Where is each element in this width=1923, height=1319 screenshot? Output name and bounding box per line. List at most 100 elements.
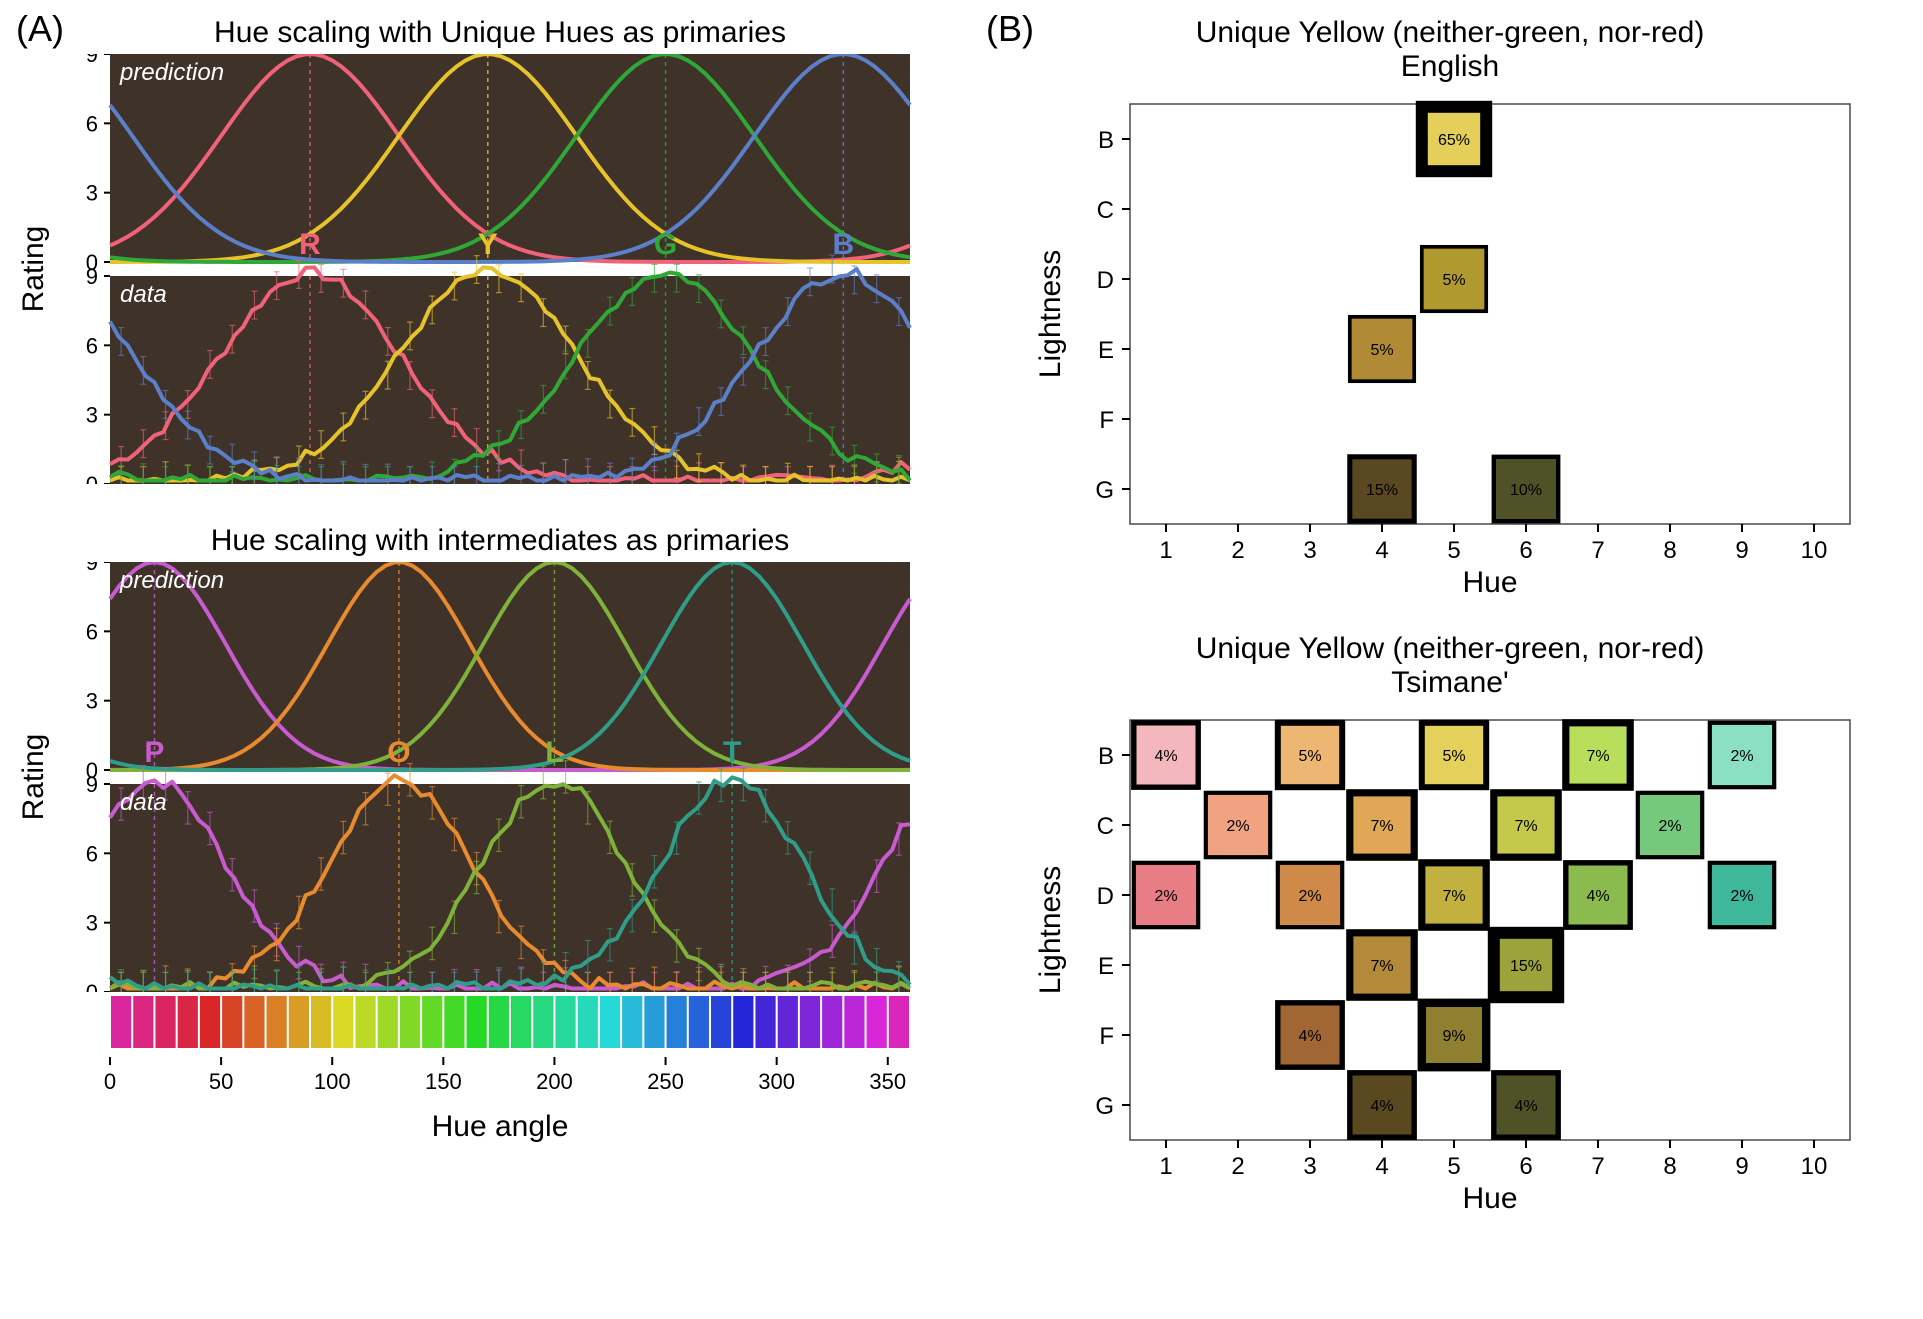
svg-text:3: 3: [86, 689, 98, 714]
grid-title-english-2: English: [1010, 50, 1890, 84]
svg-text:5%: 5%: [1442, 272, 1465, 289]
svg-text:2%: 2%: [1226, 818, 1249, 835]
svg-text:0: 0: [86, 980, 98, 992]
svg-text:5: 5: [1447, 537, 1460, 564]
svg-text:9: 9: [86, 264, 98, 289]
svg-text:F: F: [1099, 407, 1114, 434]
svg-text:2%: 2%: [1658, 818, 1681, 835]
svg-text:B: B: [832, 228, 854, 261]
svg-text:data: data: [120, 789, 167, 816]
x-axis-hue-angle: 050100150200250300350: [40, 1057, 920, 1107]
svg-text:2%: 2%: [1730, 748, 1753, 765]
svg-text:E: E: [1098, 337, 1114, 364]
svg-text:Hue: Hue: [1462, 1182, 1517, 1215]
svg-text:2: 2: [1231, 537, 1244, 564]
svg-text:2%: 2%: [1730, 888, 1753, 905]
svg-text:2%: 2%: [1298, 888, 1321, 905]
svg-text:R: R: [299, 228, 321, 261]
svg-text:3: 3: [86, 403, 98, 428]
svg-text:9: 9: [1735, 537, 1748, 564]
hue-strip: [40, 992, 920, 1052]
svg-text:15%: 15%: [1510, 958, 1542, 975]
svg-text:7%: 7%: [1370, 818, 1393, 835]
svg-text:65%: 65%: [1438, 132, 1470, 149]
grid-english: BCDEFG12345678910LightnessHue65%5%5%15%1…: [1030, 94, 1870, 604]
svg-text:300: 300: [758, 1069, 795, 1094]
svg-text:prediction: prediction: [119, 59, 224, 86]
grid-title-tsimane-2: Tsimane': [1010, 666, 1890, 700]
svg-text:P: P: [144, 736, 164, 769]
svg-text:4%: 4%: [1370, 1098, 1393, 1115]
svg-text:5: 5: [1447, 1153, 1460, 1180]
title-unique-hues: Hue scaling with Unique Hues as primarie…: [40, 16, 960, 50]
svg-text:5%: 5%: [1370, 342, 1393, 359]
svg-text:Y: Y: [478, 228, 498, 261]
panel-a: Hue scaling with Unique Hues as primarie…: [40, 10, 960, 1144]
svg-text:8: 8: [1663, 537, 1676, 564]
svg-text:2: 2: [1231, 1153, 1244, 1180]
svg-text:10: 10: [1801, 537, 1828, 564]
svg-text:prediction: prediction: [119, 567, 224, 594]
svg-text:D: D: [1097, 883, 1114, 910]
svg-text:50: 50: [209, 1069, 233, 1094]
grid-title-english-1: Unique Yellow (neither-green, nor-red): [1010, 16, 1890, 50]
svg-text:C: C: [1097, 197, 1114, 224]
svg-text:F: F: [1099, 1023, 1114, 1050]
svg-text:10%: 10%: [1510, 482, 1542, 499]
svg-text:G: G: [1095, 1093, 1114, 1120]
svg-text:D: D: [1097, 267, 1114, 294]
svg-text:1: 1: [1159, 537, 1172, 564]
svg-text:6: 6: [86, 111, 98, 136]
panel-b: Unique Yellow (neither-green, nor-red) E…: [1010, 10, 1890, 1248]
svg-text:350: 350: [869, 1069, 906, 1094]
svg-text:9: 9: [86, 562, 98, 575]
svg-text:10: 10: [1801, 1153, 1828, 1180]
svg-text:data: data: [120, 281, 167, 308]
svg-text:4%: 4%: [1514, 1098, 1537, 1115]
svg-text:6: 6: [1519, 1153, 1532, 1180]
svg-text:6: 6: [86, 619, 98, 644]
svg-text:9: 9: [1735, 1153, 1748, 1180]
svg-text:7: 7: [1591, 1153, 1604, 1180]
linechart-unique-hues: 0369RYGBprediction0369data: [40, 54, 920, 484]
svg-text:7%: 7%: [1442, 888, 1465, 905]
svg-text:0: 0: [86, 472, 98, 484]
svg-text:G: G: [1095, 477, 1114, 504]
grid-title-tsimane-1: Unique Yellow (neither-green, nor-red): [1010, 632, 1890, 666]
svg-text:9: 9: [86, 772, 98, 797]
svg-text:4%: 4%: [1586, 888, 1609, 905]
grid-tsimane: BCDEFG12345678910LightnessHue4%5%5%7%2%2…: [1030, 710, 1870, 1220]
svg-text:Lightness: Lightness: [1034, 866, 1067, 994]
svg-text:C: C: [1097, 813, 1114, 840]
svg-text:8: 8: [1663, 1153, 1676, 1180]
svg-text:T: T: [723, 736, 741, 769]
svg-text:150: 150: [425, 1069, 462, 1094]
svg-text:4%: 4%: [1154, 748, 1177, 765]
x-axis-label: Hue angle: [40, 1110, 960, 1144]
chart-group-unique: Rating 0369RYGBprediction0369data: [40, 54, 960, 484]
svg-text:100: 100: [314, 1069, 351, 1094]
svg-text:4: 4: [1375, 537, 1388, 564]
chart-group-intermediate: Rating 0369POLTprediction0369data: [40, 562, 960, 992]
svg-text:3: 3: [1303, 537, 1316, 564]
y-axis-label-1: Rating: [17, 226, 51, 313]
svg-text:7%: 7%: [1370, 958, 1393, 975]
svg-text:5%: 5%: [1442, 748, 1465, 765]
svg-text:5%: 5%: [1298, 748, 1321, 765]
title-intermediates: Hue scaling with intermediates as primar…: [40, 524, 960, 558]
svg-text:7%: 7%: [1586, 748, 1609, 765]
svg-text:9%: 9%: [1442, 1028, 1465, 1045]
svg-text:15%: 15%: [1366, 482, 1398, 499]
svg-text:9: 9: [86, 54, 98, 67]
svg-text:4: 4: [1375, 1153, 1388, 1180]
svg-text:G: G: [654, 228, 677, 261]
svg-text:L: L: [545, 736, 563, 769]
svg-text:B: B: [1098, 743, 1114, 770]
svg-text:2%: 2%: [1154, 888, 1177, 905]
svg-text:3: 3: [86, 181, 98, 206]
svg-text:4%: 4%: [1298, 1028, 1321, 1045]
y-axis-label-2: Rating: [17, 734, 51, 821]
svg-text:3: 3: [86, 911, 98, 936]
grid-tsimane-block: Unique Yellow (neither-green, nor-red) T…: [1010, 632, 1890, 1220]
svg-text:0: 0: [104, 1069, 116, 1094]
